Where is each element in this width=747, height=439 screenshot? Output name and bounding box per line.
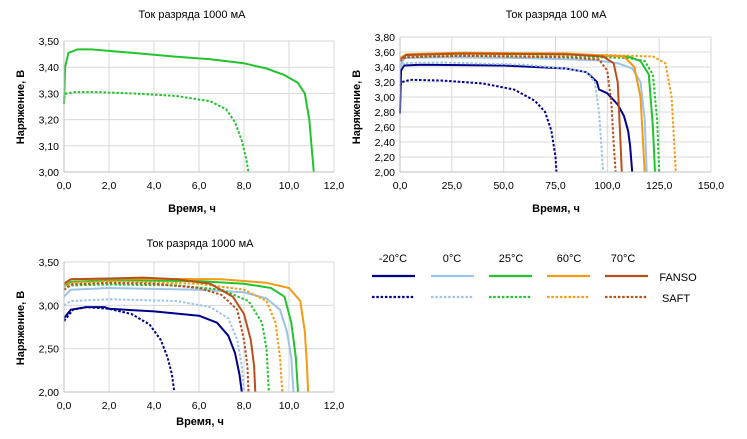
- chart-discharge-1000ma-top: Ток разряда 1000 мА 3,00 3,10 3,20 3,30 3,40…: [15, 9, 344, 215]
- x-tick-label: 2,0: [102, 400, 117, 412]
- grid: [64, 261, 335, 392]
- chart-title: Ток разряда 1000 мА: [139, 9, 247, 21]
- axes: 3,00 3,10 3,20 3,30 3,40 3,50 0,0 2,0 4,0 6,0 8,0 1…: [39, 36, 345, 192]
- x-tick-label: 100,0: [594, 180, 620, 192]
- y-tick-label: 3,00: [39, 300, 60, 312]
- x-tick-label: 0,0: [57, 180, 72, 192]
- series-group: [63, 48, 315, 173]
- y-tick-label: 3,50: [39, 257, 60, 269]
- y-tick-label: 2,60: [375, 122, 396, 134]
- series-line: [63, 298, 245, 393]
- y-tick-label: 3,00: [375, 92, 396, 104]
- y-tick-label: 3,80: [375, 32, 396, 44]
- x-tick-label: 125,0: [646, 180, 672, 192]
- chart-discharge-100ma: Ток разряда 100 мА 2,00 2,20 2,40 2,60 2,80 3…: [351, 9, 724, 215]
- series-line: [399, 63, 634, 173]
- series-line: [399, 52, 623, 173]
- x-tick-label: 10,0: [279, 180, 300, 192]
- axes: 2,00 2,50 3,00 3,50 0,0 2,0 4,0 6,0 8,0 10,0 12,0: [39, 257, 345, 412]
- chart-title: Ток разряда 100 мА: [506, 9, 608, 21]
- x-tick-label: 12,0: [324, 180, 345, 192]
- legend-temp-0: 0°C: [443, 253, 462, 265]
- series-line: [63, 287, 295, 393]
- y-tick-label: 2,80: [375, 107, 396, 119]
- x-axis-label: Время, ч: [176, 416, 224, 428]
- series-line: [63, 48, 315, 173]
- x-tick-label: 8,0: [237, 180, 252, 192]
- x-tick-label: 4,0: [147, 180, 162, 192]
- y-tick-label: 3,20: [375, 77, 396, 89]
- y-tick-label: 3,40: [375, 62, 396, 74]
- series-line: [399, 52, 656, 173]
- x-tick-label: 6,0: [192, 180, 207, 192]
- series-line: [399, 78, 558, 173]
- x-tick-label: 2,0: [102, 180, 117, 192]
- y-tick-label: 2,20: [375, 152, 396, 164]
- x-tick-label: 6,0: [192, 400, 207, 412]
- y-tick-label: 3,20: [39, 115, 60, 127]
- y-tick-label: 3,30: [39, 88, 60, 100]
- series-line: [63, 91, 250, 173]
- x-tick-label: 4,0: [147, 400, 162, 412]
- y-tick-label: 3,40: [39, 62, 60, 74]
- x-tick-label: 50,0: [493, 180, 514, 192]
- x-tick-label: 10,0: [279, 400, 300, 412]
- series-line: [63, 306, 176, 393]
- x-tick-label: 25,0: [442, 180, 463, 192]
- y-tick-label: 3,60: [375, 47, 396, 59]
- y-axis-label: Наряжение, В: [15, 70, 27, 144]
- y-tick-label: 2,00: [375, 167, 396, 179]
- legend-temp-minus20: -20°C: [379, 253, 407, 265]
- series-line: [63, 280, 284, 393]
- legend-row-fanso: FANSO: [659, 272, 697, 284]
- legend-temp-25: 25°C: [499, 253, 524, 265]
- y-tick-label: 3,50: [39, 36, 60, 48]
- series-line: [63, 281, 250, 393]
- x-tick-label: 0,0: [57, 400, 72, 412]
- y-tick-label: 2,50: [39, 344, 60, 356]
- y-tick-label: 3,00: [39, 167, 60, 179]
- grid: [64, 40, 335, 172]
- legend-temp-60: 60°C: [557, 253, 582, 265]
- series-line: [399, 54, 617, 173]
- x-tick-label: 75,0: [545, 180, 566, 192]
- y-axis-label: Наряжение, В: [351, 70, 363, 144]
- x-tick-label: 150,0: [698, 180, 724, 192]
- x-tick-label: 0,0: [393, 180, 408, 192]
- y-tick-label: 2,00: [39, 387, 60, 399]
- series-line: [63, 276, 257, 393]
- series-line: [63, 277, 310, 393]
- series-group: [63, 276, 310, 393]
- axes: 2,00 2,20 2,40 2,60 2,80 3,00 3,20 3,40 3,60 3,80…: [375, 32, 725, 192]
- series-line: [399, 61, 605, 173]
- legend-temp-70: 70°C: [611, 253, 636, 265]
- legend-swatches: [372, 274, 648, 299]
- series-line: [63, 306, 243, 393]
- x-axis-label: Время, ч: [168, 203, 216, 215]
- series-group: [399, 51, 677, 173]
- legend-row-saft: SAFT: [662, 293, 690, 305]
- chart-discharge-1000ma-bottom: Ток разряда 1000 мА 2,002,503,003,500,0 2…: [15, 238, 344, 428]
- y-axis-label: Наряжение, В: [15, 291, 27, 365]
- series-line: [399, 56, 648, 173]
- chart-title: Ток разряда 1000 мА: [147, 238, 255, 250]
- x-tick-label: 8,0: [237, 400, 252, 412]
- legend: -20°C 0°C 25°C 60°C 70°C FANSO SAFT: [372, 253, 697, 305]
- y-tick-label: 2,40: [375, 137, 396, 149]
- y-tick-label: 3,10: [39, 141, 60, 153]
- x-axis-label: Время, ч: [532, 203, 580, 215]
- x-tick-label: 12,0: [324, 400, 345, 412]
